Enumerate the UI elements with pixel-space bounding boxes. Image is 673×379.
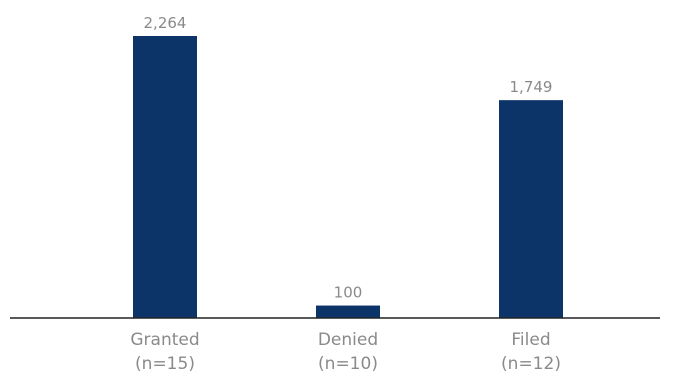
bar-granted [133,36,197,318]
x-tick-note-filed: (n=12) [501,354,561,374]
x-tick-note-denied: (n=10) [318,354,378,374]
value-label-granted: 2,264 [144,14,187,32]
x-tick-label-granted: Granted [130,330,199,350]
bar-filed [499,100,563,319]
value-labels-group: 2,264 100 1,749 [144,14,553,302]
x-tick-note-granted: (n=15) [135,354,195,374]
bars-group [133,36,563,319]
value-label-denied: 100 [334,284,363,302]
value-label-filed: 1,749 [510,78,553,96]
x-tick-label-denied: Denied [318,330,378,350]
bar-denied [316,305,380,318]
x-tick-label-filed: Filed [511,330,550,350]
x-tick-labels-group: Granted (n=15) Denied (n=10) Filed (n=12) [130,330,561,374]
